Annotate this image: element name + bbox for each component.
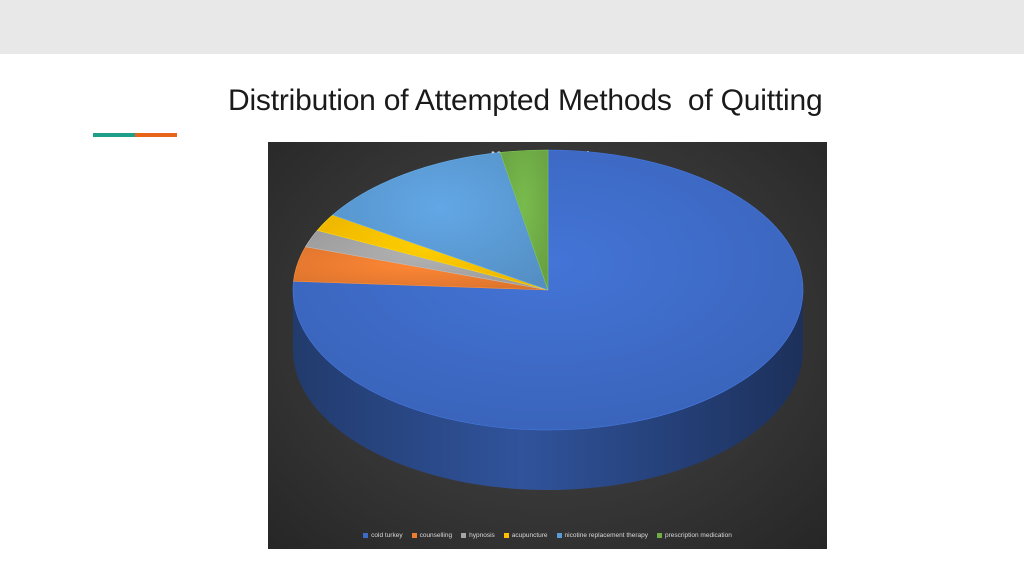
legend-label: cold turkey: [371, 532, 403, 539]
legend-label: prescription medication: [665, 532, 732, 539]
legend-label: counselling: [419, 532, 453, 539]
legend-swatch: [503, 533, 509, 538]
legend-label: acupuncture: [511, 532, 548, 539]
legend-item: counselling: [411, 532, 453, 539]
pie-slice-cold-turkey: [292, 149, 804, 431]
legend-item: acupuncture: [503, 532, 548, 539]
pie-chart: Methods of Quitting cold turkeycounselli…: [268, 142, 827, 549]
pie-side-cold-turkey: [293, 290, 803, 490]
legend-item: prescription medication: [657, 532, 732, 539]
header-band: [0, 0, 1024, 54]
legend-item: cold turkey: [363, 532, 403, 539]
legend-item: hypnosis: [461, 532, 495, 539]
legend-swatch: [657, 533, 663, 538]
accent-line-orange: [135, 133, 177, 137]
pie-slice-nicotine-replacement-therapy: [332, 152, 549, 291]
pie-chart-canvas: [292, 149, 804, 490]
pie-slice-prescription-medication: [499, 149, 549, 291]
legend-swatch: [411, 533, 417, 538]
legend-label: nicotine replacement therapy: [564, 532, 649, 539]
legend-swatch: [461, 533, 467, 538]
legend-swatch: [363, 533, 369, 538]
chart-legend: cold turkey counselling hypnosis acupunctur…: [268, 532, 827, 539]
legend-swatch: [556, 533, 562, 538]
slide-title: Distribution of Attempted Methods of Qui…: [228, 84, 823, 117]
legend-label: hypnosis: [469, 532, 495, 539]
accent-line-teal: [93, 133, 135, 137]
legend-item: nicotine replacement therapy: [556, 532, 649, 539]
